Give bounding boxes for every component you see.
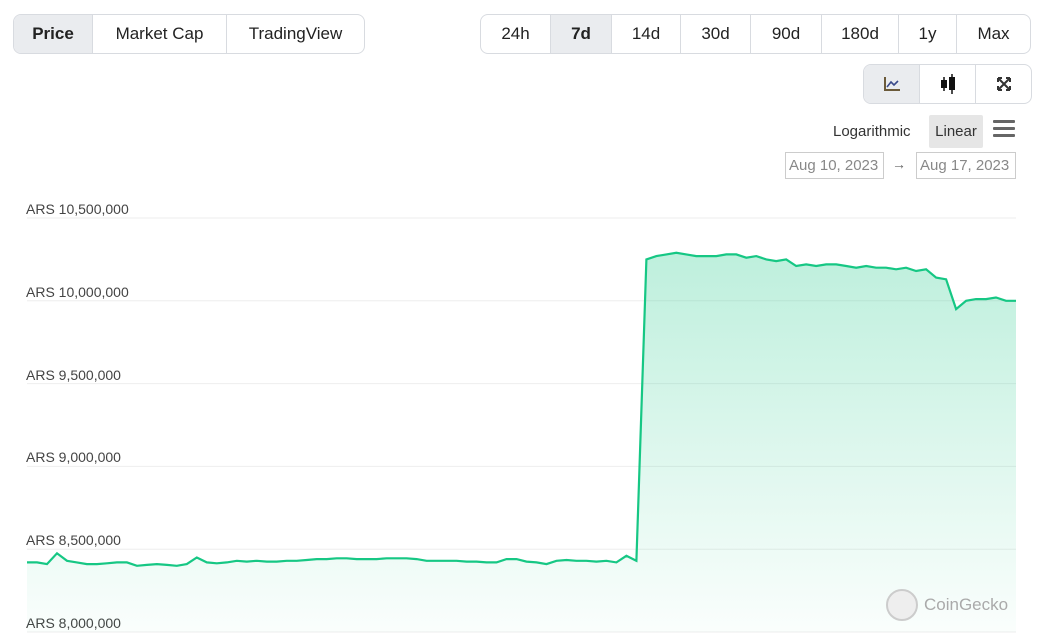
scale-logarithmic[interactable]: Logarithmic [833, 123, 911, 140]
line-chart-icon [883, 77, 900, 91]
watermark-text: CoinGecko [924, 595, 1009, 614]
range-90d[interactable]: 90d [751, 15, 822, 53]
price-line [27, 251, 1016, 567]
range-1y[interactable]: 1y [899, 15, 957, 53]
range-7d[interactable]: 7d [551, 15, 612, 53]
time-range-selector: 24h 7d 14d 30d 90d 180d 1y Max [480, 14, 1031, 54]
scale-linear[interactable]: Linear [929, 115, 983, 148]
range-180d[interactable]: 180d [822, 15, 899, 53]
tab-market-cap[interactable]: Market Cap [93, 15, 227, 53]
candlestick-button[interactable] [920, 65, 976, 103]
hamburger-menu-icon[interactable] [993, 120, 1015, 138]
date-from-input[interactable]: Aug 10, 2023 [785, 152, 884, 179]
y-tick-label: ARS 8,500,000 [26, 532, 121, 549]
candlestick-icon [940, 74, 955, 94]
range-max[interactable]: Max [977, 24, 1010, 43]
chart-type-tabs: Price Market Cap TradingView [13, 14, 365, 54]
tab-price[interactable]: Price [14, 15, 93, 53]
y-tick-label: ARS 9,500,000 [26, 366, 121, 383]
tab-tradingview[interactable]: TradingView [248, 24, 343, 43]
date-to-input[interactable]: Aug 17, 2023 [916, 152, 1016, 179]
y-tick-label: ARS 9,000,000 [26, 449, 121, 466]
coingecko-logo-icon [886, 589, 918, 621]
fullscreen-icon [996, 77, 1011, 91]
price-area-fill [27, 252, 1016, 633]
date-range-arrow: → [892, 156, 906, 172]
coingecko-watermark: CoinGecko [886, 589, 1008, 621]
y-tick-label: ARS 10,500,000 [26, 201, 129, 217]
fullscreen-button[interactable] [976, 65, 1031, 103]
line-chart-button[interactable] [864, 65, 920, 103]
range-30d[interactable]: 30d [681, 15, 751, 53]
y-tick-label: ARS 10,000,000 [26, 283, 129, 300]
range-14d[interactable]: 14d [612, 15, 681, 53]
range-24h[interactable]: 24h [481, 15, 551, 53]
view-selector [863, 64, 1032, 104]
